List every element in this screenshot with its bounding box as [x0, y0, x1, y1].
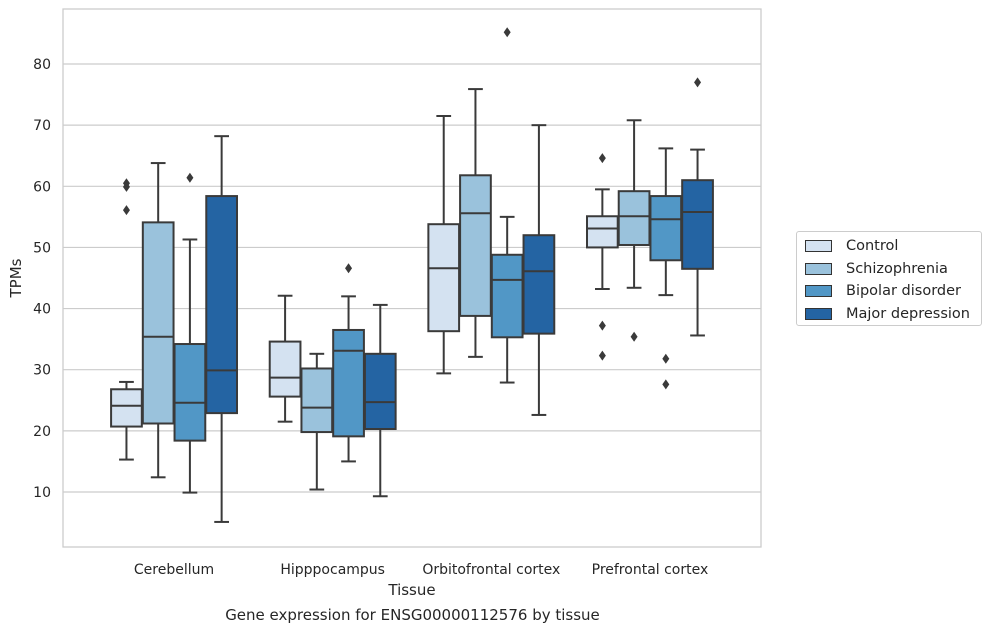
box-iqr [617, 190, 651, 246]
y-tick-label: 40 [33, 302, 51, 318]
box-control [110, 178, 143, 461]
box-schizophrenia [300, 352, 334, 491]
legend-item: Schizophrenia [805, 259, 948, 279]
outlier-point [630, 331, 638, 342]
box-major-depression [363, 303, 397, 498]
x-tick-labels: Cerebellum Hipppocampus Orbitofrontal cort… [134, 562, 708, 578]
y-tick-label: 20 [33, 424, 51, 440]
x-tick-label: Prefrontal cortex [592, 562, 709, 578]
outlier-point [662, 379, 670, 390]
box-iqr [490, 253, 524, 339]
outlier-point [598, 320, 606, 331]
outlier-point [694, 77, 702, 88]
box-iqr [300, 367, 334, 434]
legend-swatch [805, 262, 832, 275]
box-bipolar-disorder [490, 27, 524, 384]
box-bipolar-disorder [173, 172, 207, 494]
box-bipolar-disorder [332, 263, 365, 463]
box-iqr [649, 195, 683, 262]
y-tick-labels: 10 20 30 40 50 60 70 80 [33, 57, 51, 501]
x-tick-label: Orbitofrontal cortex [422, 562, 560, 578]
y-tick-label: 80 [33, 57, 51, 73]
y-tick-label: 10 [33, 485, 51, 501]
box-schizophrenia [459, 88, 492, 358]
chart-legend: Control Schizophrenia Bipolar disorder Majo… [796, 231, 982, 326]
box-iqr [110, 388, 143, 428]
outlier-point [503, 27, 511, 38]
outlier-point [122, 205, 130, 216]
y-tick-label: 30 [33, 363, 51, 379]
outlier-point [186, 172, 194, 183]
box-iqr [522, 234, 556, 335]
legend-swatch [805, 285, 832, 297]
box-major-depression [522, 124, 556, 416]
y-tick-label: 60 [33, 179, 51, 195]
legend-label: Major depression [846, 305, 970, 322]
x-tick-label: Cerebellum [134, 562, 214, 578]
legend-item: Control [805, 236, 898, 256]
y-tick-label: 50 [33, 240, 51, 256]
x-tick-label: Hipppocampus [280, 562, 385, 578]
outlier-point [662, 353, 670, 364]
outlier-point [598, 350, 606, 361]
box-iqr [141, 221, 175, 425]
y-tick-label: 70 [33, 118, 51, 134]
box-plot-boxes [110, 27, 714, 523]
box-control [586, 153, 619, 361]
legend-item: Major depression [805, 304, 970, 324]
box-iqr [427, 223, 461, 333]
box-control [427, 114, 461, 375]
figure-caption: Gene expression for ENSG00000112576 by t… [225, 606, 600, 624]
box-iqr [459, 174, 492, 317]
y-axis-label: TPMs [7, 258, 25, 298]
legend-swatch [805, 307, 832, 320]
box-iqr [205, 195, 238, 415]
outlier-point [122, 178, 130, 189]
box-iqr [586, 215, 619, 249]
legend-label: Schizophrenia [846, 260, 948, 277]
box-iqr [332, 328, 365, 438]
box-iqr [173, 343, 207, 442]
outlier-point [598, 153, 606, 164]
box-iqr [363, 352, 397, 431]
outlier-point [345, 263, 353, 274]
box-major-depression [205, 135, 238, 523]
plot-frame [62, 8, 762, 548]
box-schizophrenia [141, 162, 175, 479]
box-iqr [268, 340, 302, 398]
legend-swatch [805, 240, 832, 252]
legend-label: Bipolar disorder [846, 283, 961, 299]
legend-item: Bipolar disorder [805, 281, 961, 301]
box-control [268, 294, 302, 423]
legend-label: Control [846, 238, 899, 254]
x-axis-label: Tissue [387, 581, 435, 599]
box-iqr [681, 179, 714, 270]
box-major-depression [681, 77, 714, 337]
box-bipolar-disorder [649, 147, 683, 390]
